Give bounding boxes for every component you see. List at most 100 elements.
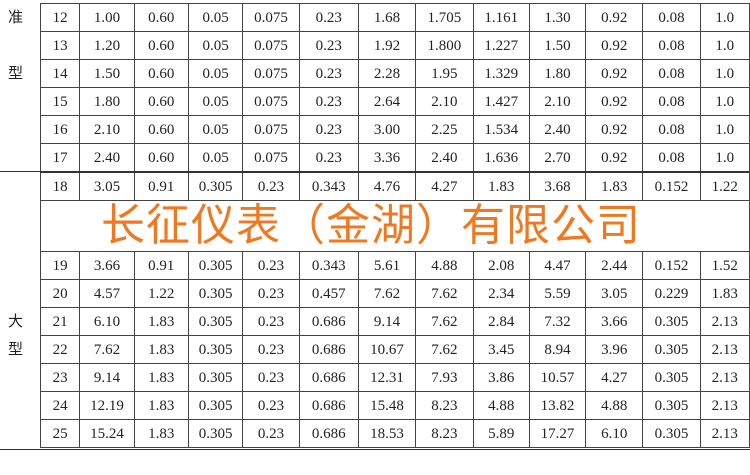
value-cell: 0.23 bbox=[298, 31, 359, 60]
value-cell: 0.305 bbox=[642, 363, 701, 392]
value-cell: 2.13 bbox=[699, 335, 750, 364]
table-row: 14 1.50 0.60 0.05 0.075 0.23 2.28 1.95 1.329 1.80… bbox=[39, 59, 750, 88]
value-cell: 1.83 bbox=[133, 391, 189, 420]
value-cell: 10.67 bbox=[357, 335, 417, 364]
value-cell: 12.19 bbox=[79, 391, 135, 420]
value-cell: 3.66 bbox=[79, 251, 135, 280]
value-cell: 0.305 bbox=[187, 307, 244, 336]
value-cell: 0.343 bbox=[298, 251, 359, 280]
value-cell: 0.075 bbox=[242, 115, 300, 144]
value-cell: 1.20 bbox=[79, 31, 135, 60]
value-cell: 0.305 bbox=[187, 335, 244, 364]
value-cell: 0.92 bbox=[585, 143, 644, 173]
value-cell: 0.23 bbox=[242, 279, 300, 308]
value-cell: 1.534 bbox=[472, 115, 530, 144]
group-label-standard-char2: 型 bbox=[8, 64, 24, 82]
value-cell: 1.80 bbox=[528, 59, 587, 88]
value-cell: 0.91 bbox=[133, 251, 189, 280]
row-number-cell: 23 bbox=[39, 363, 81, 392]
value-cell: 0.08 bbox=[642, 115, 701, 144]
value-cell: 2.10 bbox=[528, 87, 587, 116]
value-cell: 2.10 bbox=[79, 115, 135, 144]
value-cell: 0.23 bbox=[242, 335, 300, 364]
value-cell: 1.92 bbox=[357, 31, 417, 60]
value-cell: 2.84 bbox=[472, 307, 530, 336]
value-cell: 0.152 bbox=[642, 171, 701, 201]
value-cell: 1.800 bbox=[415, 31, 474, 60]
table-row: 16 2.10 0.60 0.05 0.075 0.23 3.00 2.25 1.534 2.40… bbox=[39, 115, 750, 144]
table-row: 12 1.00 0.60 0.05 0.075 0.23 1.68 1.705 1.161 1.3… bbox=[39, 3, 750, 32]
value-cell: 0.686 bbox=[298, 391, 359, 420]
value-cell: 0.23 bbox=[242, 251, 300, 280]
value-cell: 2.34 bbox=[472, 279, 530, 308]
value-cell: 1.83 bbox=[133, 335, 189, 364]
value-cell: 0.60 bbox=[133, 3, 189, 32]
value-cell: 7.62 bbox=[357, 279, 417, 308]
value-cell: 1.83 bbox=[472, 171, 530, 201]
value-cell: 2.64 bbox=[357, 87, 417, 116]
group-label-large-char2: 型 bbox=[8, 340, 24, 358]
value-cell: 17.27 bbox=[528, 419, 587, 448]
value-cell: 1.0 bbox=[699, 115, 750, 144]
value-cell: 3.45 bbox=[472, 335, 530, 364]
row-number-cell: 12 bbox=[39, 3, 81, 32]
value-cell: 4.27 bbox=[415, 171, 474, 201]
value-cell: 0.075 bbox=[242, 59, 300, 88]
value-cell: 0.305 bbox=[187, 419, 244, 448]
value-cell: 0.305 bbox=[187, 363, 244, 392]
value-cell: 5.89 bbox=[472, 419, 530, 448]
value-cell: 0.23 bbox=[242, 419, 300, 448]
value-cell: 0.686 bbox=[298, 363, 359, 392]
value-cell: 7.32 bbox=[528, 307, 587, 336]
value-cell: 3.05 bbox=[79, 171, 135, 201]
value-cell: 0.23 bbox=[298, 115, 359, 144]
value-cell: 10.57 bbox=[528, 363, 587, 392]
value-cell: 0.08 bbox=[642, 3, 701, 32]
table-row: 19 3.66 0.91 0.305 0.23 0.343 5.61 4.88 2.08 4.47… bbox=[39, 251, 750, 280]
table-row: 20 4.57 1.22 0.305 0.23 0.457 7.62 7.62 2.34 5.59… bbox=[39, 279, 750, 308]
value-cell: 2.13 bbox=[699, 391, 750, 420]
value-cell: 2.08 bbox=[472, 251, 530, 280]
value-cell: 0.686 bbox=[298, 307, 359, 336]
row-number-cell: 22 bbox=[39, 335, 81, 364]
value-cell: 1.427 bbox=[472, 87, 530, 116]
value-cell: 0.23 bbox=[298, 87, 359, 116]
value-cell: 0.05 bbox=[187, 115, 244, 144]
table-row: 15 1.80 0.60 0.05 0.075 0.23 2.64 2.10 1.427 2.10… bbox=[39, 87, 750, 116]
value-cell: 1.83 bbox=[133, 419, 189, 448]
value-cell: 0.60 bbox=[133, 87, 189, 116]
value-cell: 1.68 bbox=[357, 3, 417, 32]
value-cell: 2.40 bbox=[415, 143, 474, 173]
value-cell: 0.075 bbox=[242, 3, 300, 32]
value-cell: 2.44 bbox=[585, 251, 644, 280]
value-cell: 1.95 bbox=[415, 59, 474, 88]
group-label-standard-char1: 准 bbox=[8, 8, 24, 26]
value-cell: 1.50 bbox=[528, 31, 587, 60]
flume-dimension-table: 12 1.00 0.60 0.05 0.075 0.23 1.68 1.705 1.161 1.3… bbox=[39, 3, 750, 448]
row-number-cell: 13 bbox=[39, 31, 81, 60]
value-cell: 0.23 bbox=[298, 3, 359, 32]
value-cell: 0.152 bbox=[642, 251, 701, 280]
value-cell: 0.91 bbox=[133, 171, 189, 201]
value-cell: 0.23 bbox=[242, 363, 300, 392]
value-cell: 0.305 bbox=[642, 335, 701, 364]
table-bottom-line bbox=[0, 449, 750, 450]
value-cell: 15.24 bbox=[79, 419, 135, 448]
value-cell: 7.62 bbox=[79, 335, 135, 364]
value-cell: 1.80 bbox=[79, 87, 135, 116]
group-label-large-char1: 大 bbox=[8, 312, 24, 330]
value-cell: 1.0 bbox=[699, 59, 750, 88]
value-cell: 2.28 bbox=[357, 59, 417, 88]
value-cell: 15.48 bbox=[357, 391, 417, 420]
value-cell: 3.05 bbox=[585, 279, 644, 308]
value-cell: 0.92 bbox=[585, 3, 644, 32]
value-cell: 7.62 bbox=[415, 335, 474, 364]
value-cell: 0.60 bbox=[133, 115, 189, 144]
value-cell: 5.61 bbox=[357, 251, 417, 280]
value-cell: 0.343 bbox=[298, 171, 359, 201]
value-cell: 0.05 bbox=[187, 87, 244, 116]
value-cell: 7.62 bbox=[415, 307, 474, 336]
table-row: 22 7.62 1.83 0.305 0.23 0.686 10.67 7.62 3.45 8.9… bbox=[39, 335, 750, 364]
value-cell: 1.227 bbox=[472, 31, 530, 60]
value-cell: 1.30 bbox=[528, 3, 587, 32]
